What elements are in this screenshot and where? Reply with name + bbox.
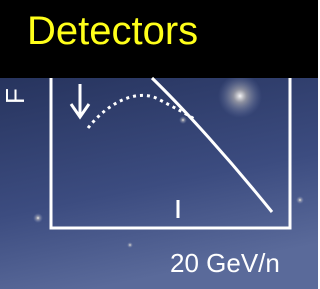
star — [179, 116, 187, 124]
star — [218, 74, 262, 118]
x-label: 20 GeV/n — [170, 248, 280, 278]
star — [127, 242, 133, 248]
slide: Detectors F 20 GeV/n — [0, 0, 318, 289]
title: Detectors — [27, 9, 198, 53]
star — [296, 196, 304, 204]
y-label: F — [0, 88, 30, 104]
star — [33, 213, 43, 223]
